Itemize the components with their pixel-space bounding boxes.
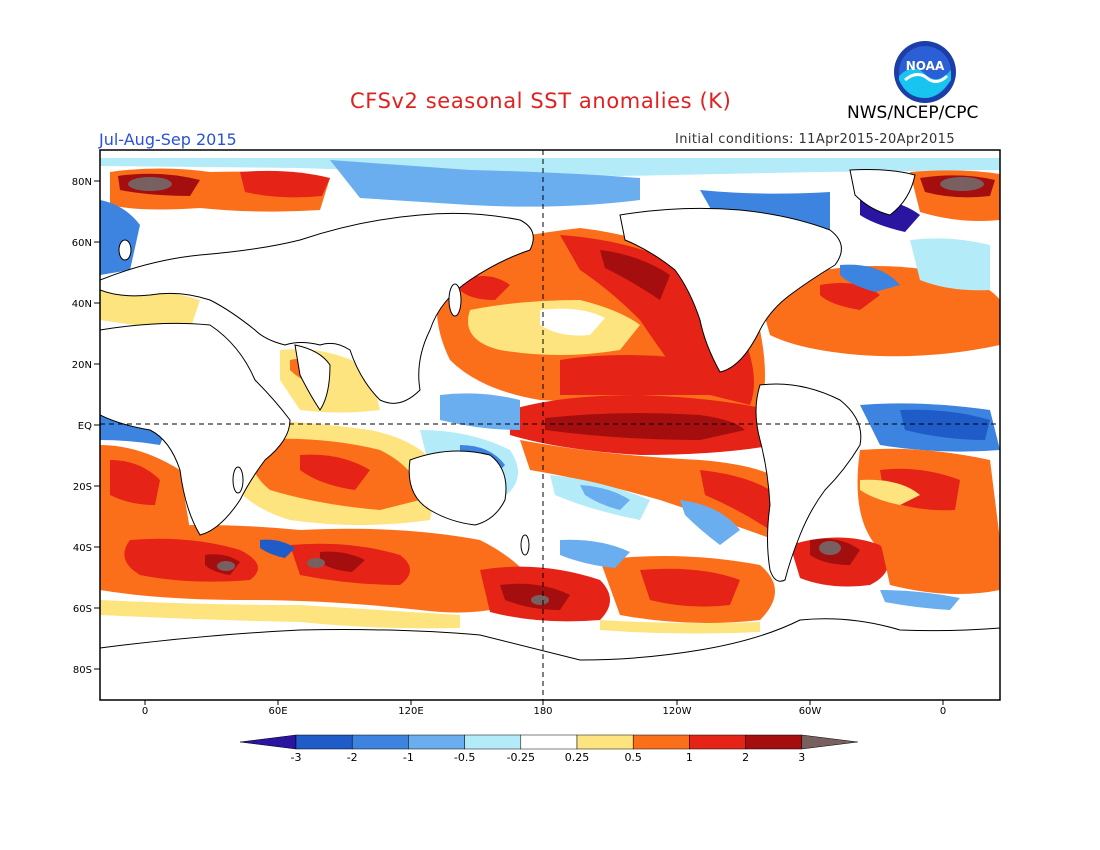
lat-label: EQ xyxy=(78,421,92,432)
lon-label: 120E xyxy=(398,706,423,717)
lat-label: 40S xyxy=(73,543,92,554)
colorbar-segment xyxy=(689,734,746,750)
new-zealand-land xyxy=(520,534,530,556)
logo-text: NOAA xyxy=(906,59,945,73)
lat-label: 20S xyxy=(73,482,92,493)
colorbar-segment xyxy=(408,734,465,750)
colorbar-segment xyxy=(351,734,409,750)
antarctica-land xyxy=(100,618,1000,700)
lon-label: 0 xyxy=(142,706,148,717)
colorbar-min-arrow xyxy=(239,734,297,750)
colorbar-label: -0.5 xyxy=(454,751,475,764)
colorbar-label: 0.5 xyxy=(624,751,642,764)
land-masses xyxy=(100,169,1000,700)
colorbar-segment xyxy=(576,734,634,750)
madagascar-land xyxy=(232,466,244,494)
noaa-logo-icon: NOAA xyxy=(894,41,956,103)
colorbar-label: 3 xyxy=(798,751,805,764)
forecast-period: Jul-Aug-Sep 2015 xyxy=(99,130,237,149)
lat-label: 80S xyxy=(73,665,92,676)
latitude-axis: 80N 60N 40N 20N EQ 20S 40S 60S 80S xyxy=(72,177,100,676)
lat-label: 40N xyxy=(72,299,92,310)
colorbar-max-arrow xyxy=(801,734,858,750)
colorbar-label: -3 xyxy=(291,751,302,764)
lon-label: 180 xyxy=(533,706,552,717)
colorbar-label: 2 xyxy=(742,751,749,764)
greenland-land xyxy=(849,169,916,216)
australia-land xyxy=(408,450,507,526)
lon-label: 60E xyxy=(268,706,287,717)
initial-conditions: Initial conditions: 11Apr2015-20Apr2015 xyxy=(675,132,956,147)
lon-label: 120W xyxy=(663,706,692,717)
colorbar-label: -0.25 xyxy=(507,751,535,764)
colorbar-label: -1 xyxy=(403,751,414,764)
lon-label: 60W xyxy=(799,706,822,717)
colorbar-label: 1 xyxy=(686,751,693,764)
colorbar-segment xyxy=(295,734,353,750)
colorbar-segment xyxy=(464,734,522,750)
longitude-axis: 0 60E 120E 180 120W 60W 0 xyxy=(142,700,946,717)
figure-title: CFSv2 seasonal SST anomalies (K) xyxy=(350,89,732,113)
colorbar-label: -2 xyxy=(347,751,358,764)
lat-label: 60N xyxy=(72,238,92,249)
colorbar-segment xyxy=(520,734,578,750)
south-america-land xyxy=(755,383,862,582)
lat-label: 20N xyxy=(72,360,92,371)
india-land xyxy=(294,344,331,411)
lat-label: 60S xyxy=(73,604,92,615)
lon-label: 0 xyxy=(940,706,946,717)
agency-label: NWS/NCEP/CPC xyxy=(847,103,979,123)
north-america-land xyxy=(619,207,842,373)
europe-asia-land xyxy=(100,212,534,404)
colorbar-segment xyxy=(745,734,803,750)
colorbar-segment xyxy=(632,734,690,750)
lat-label: 80N xyxy=(72,177,92,188)
japan-land xyxy=(448,283,462,317)
arctic-ice-band xyxy=(100,158,1000,176)
uk-land xyxy=(118,239,132,261)
colorbar-label: 0.25 xyxy=(565,751,590,764)
